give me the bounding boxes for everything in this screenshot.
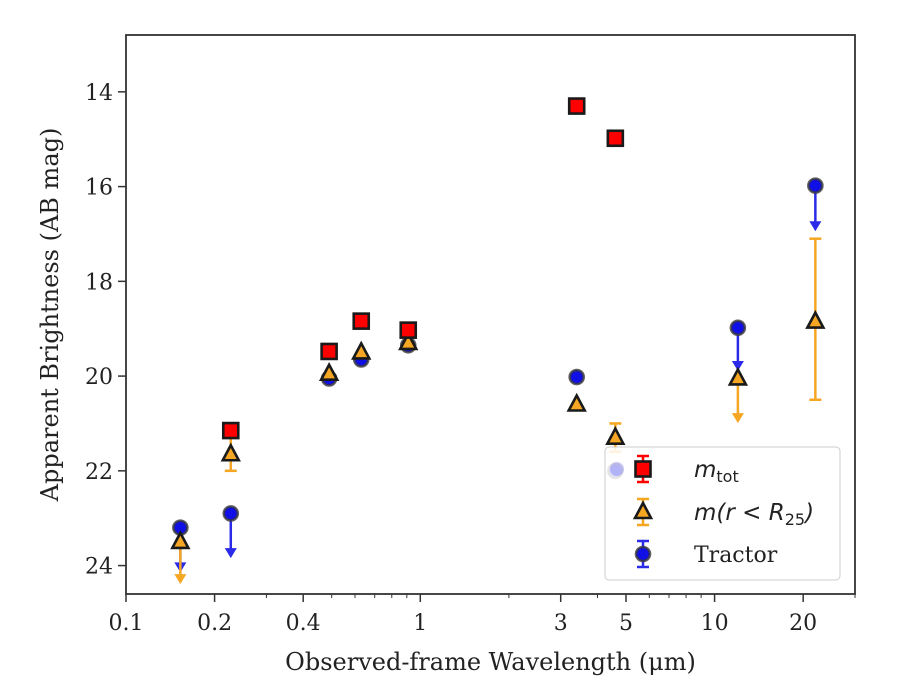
legend-triangle-marker — [632, 500, 654, 520]
data-point-circle — [729, 319, 747, 371]
data-point-circle — [222, 505, 240, 559]
square-marker — [320, 342, 338, 361]
y-tick-label: 22 — [85, 460, 113, 485]
data-point-square — [606, 129, 625, 148]
data-point-square — [567, 97, 586, 115]
x-tick-label: 0.2 — [197, 611, 232, 636]
triangle-marker — [220, 442, 241, 462]
data-point-triangle — [727, 366, 749, 424]
data-point-triangle — [318, 361, 340, 382]
triangle-marker — [805, 309, 826, 329]
x-tick-label: 3 — [554, 611, 568, 636]
circle-marker — [729, 319, 747, 337]
legend-label: Tractor — [694, 543, 778, 568]
data-point-circle — [568, 368, 586, 386]
triangle-marker — [318, 361, 340, 382]
triangle-marker — [170, 530, 191, 550]
upper-limit-arrowhead — [174, 574, 187, 585]
triangle-marker — [398, 331, 419, 351]
square-marker — [352, 312, 371, 330]
square-marker — [399, 321, 418, 339]
x-tick-label: 20 — [789, 611, 817, 636]
upper-limit-arrowhead — [731, 360, 744, 371]
y-tick-label: 24 — [85, 555, 113, 580]
circle-marker — [222, 505, 240, 522]
triangle-marker — [727, 366, 749, 386]
triangle-marker — [351, 340, 372, 360]
x-axis-label: Observed-frame Wavelength (μm) — [285, 648, 696, 676]
x-tick-label: 0.1 — [109, 611, 144, 636]
data-point-triangle — [398, 331, 419, 351]
plot-frame — [125, 34, 856, 595]
legend-box — [604, 446, 841, 581]
data-point-triangle — [805, 237, 826, 402]
data-point-square — [399, 321, 418, 339]
axis-ticks: 0.1 0.2 0.4 1 3 5 10 20 14 16 18 20 22 24 — [85, 81, 856, 636]
circle-marker — [568, 368, 586, 386]
data-point-triangle — [170, 530, 191, 585]
y-tick-label: 14 — [85, 81, 113, 106]
data-point-circle — [807, 177, 824, 232]
x-tick-label: 5 — [619, 611, 633, 636]
x-tick-label: 1 — [413, 611, 427, 636]
legend-overlap-point — [610, 462, 624, 476]
upper-limit-arrowhead — [809, 221, 822, 232]
circle-marker — [807, 177, 824, 194]
upper-limit-arrowhead — [224, 548, 237, 559]
upper-limit-arrowhead — [731, 413, 744, 424]
legend-square-marker — [634, 460, 652, 478]
triangle-marker — [605, 425, 626, 445]
x-tick-label: 10 — [701, 611, 729, 636]
square-marker — [606, 129, 625, 148]
y-tick-label: 20 — [85, 365, 113, 390]
legend-circle-marker — [634, 545, 652, 563]
square-marker — [221, 421, 240, 440]
data-point-square — [221, 421, 240, 440]
triangle-marker — [566, 392, 587, 412]
square-marker — [567, 97, 586, 115]
legend-item: Tractor — [634, 539, 778, 569]
y-tick-label: 16 — [85, 176, 113, 201]
data-point-triangle — [351, 340, 372, 360]
data-point-square — [352, 312, 371, 330]
x-tick-label: 0.4 — [286, 611, 321, 636]
data-point-square — [320, 342, 338, 361]
y-tick-label: 18 — [85, 270, 113, 295]
data-point-triangle — [566, 392, 587, 412]
y-axis-label: Apparent Brightness (AB mag) — [36, 128, 64, 503]
